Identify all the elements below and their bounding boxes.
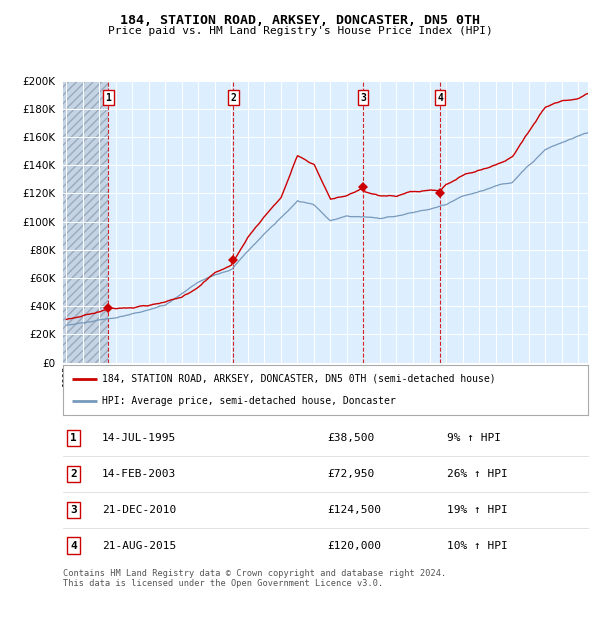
Text: 14-JUL-1995: 14-JUL-1995 xyxy=(102,433,176,443)
Text: 9% ↑ HPI: 9% ↑ HPI xyxy=(447,433,501,443)
Text: £38,500: £38,500 xyxy=(327,433,374,443)
Text: £124,500: £124,500 xyxy=(327,505,381,515)
Text: 21-DEC-2010: 21-DEC-2010 xyxy=(102,505,176,515)
Text: £72,950: £72,950 xyxy=(327,469,374,479)
Text: £120,000: £120,000 xyxy=(327,541,381,551)
Text: 2: 2 xyxy=(230,92,236,102)
Text: 1: 1 xyxy=(70,433,77,443)
Text: 1: 1 xyxy=(105,92,111,102)
Text: Contains HM Land Registry data © Crown copyright and database right 2024.
This d: Contains HM Land Registry data © Crown c… xyxy=(63,569,446,588)
Text: 19% ↑ HPI: 19% ↑ HPI xyxy=(447,505,508,515)
Text: 4: 4 xyxy=(70,541,77,551)
Text: Price paid vs. HM Land Registry's House Price Index (HPI): Price paid vs. HM Land Registry's House … xyxy=(107,26,493,36)
Text: 14-FEB-2003: 14-FEB-2003 xyxy=(102,469,176,479)
Text: 3: 3 xyxy=(70,505,77,515)
Text: HPI: Average price, semi-detached house, Doncaster: HPI: Average price, semi-detached house,… xyxy=(103,396,396,406)
Bar xyxy=(58,81,108,363)
Text: 26% ↑ HPI: 26% ↑ HPI xyxy=(447,469,508,479)
Text: 21-AUG-2015: 21-AUG-2015 xyxy=(102,541,176,551)
Text: 184, STATION ROAD, ARKSEY, DONCASTER, DN5 0TH: 184, STATION ROAD, ARKSEY, DONCASTER, DN… xyxy=(120,14,480,27)
Text: 10% ↑ HPI: 10% ↑ HPI xyxy=(447,541,508,551)
Text: 184, STATION ROAD, ARKSEY, DONCASTER, DN5 0TH (semi-detached house): 184, STATION ROAD, ARKSEY, DONCASTER, DN… xyxy=(103,374,496,384)
Text: 4: 4 xyxy=(437,92,443,102)
Text: 2: 2 xyxy=(70,469,77,479)
Text: 3: 3 xyxy=(360,92,366,102)
